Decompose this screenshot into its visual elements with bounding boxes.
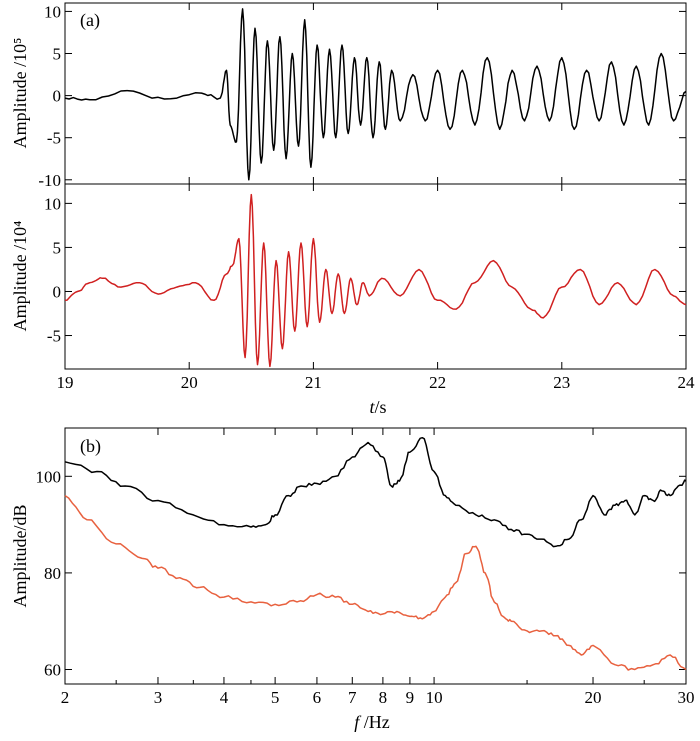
panel-b-frame (64, 427, 687, 685)
xtick-label: 20 (585, 688, 602, 707)
xtick-label: 30 (678, 688, 695, 707)
series-line-1-0 (64, 193, 687, 368)
xtick-label: 23 (553, 373, 570, 392)
ytick-label: 5 (53, 45, 62, 64)
xtick-label: 20 (181, 373, 198, 392)
series-line-0-0 (64, 8, 687, 181)
xtick-label: 10 (426, 688, 443, 707)
xtick-label: 19 (57, 373, 74, 392)
panel-a2-ylabel: Amplitude /10⁴ (10, 221, 30, 332)
series-layer (64, 8, 687, 671)
ytick-label: -10 (38, 171, 61, 190)
panel-b-ylabel: Amplitude/dB (10, 505, 30, 608)
xtick-label: 6 (313, 688, 322, 707)
xtick-label: 2 (61, 688, 70, 707)
xtick-label: 21 (305, 373, 322, 392)
ytick-label: 60 (44, 661, 61, 680)
panel-a2-frame (64, 183, 687, 370)
panel-b-xlabel: f /Hz (354, 712, 390, 732)
xtick-label: 24 (678, 373, 696, 392)
xtick-label: 7 (348, 688, 357, 707)
ytick-label: 5 (53, 238, 62, 257)
ytick-label: -5 (47, 129, 61, 148)
xtick-label: 3 (154, 688, 163, 707)
series-line-2-1 (64, 494, 687, 671)
ytick-label: -5 (47, 327, 61, 346)
panel-b-label: (b) (80, 436, 101, 457)
series-line-2-0 (64, 436, 687, 548)
xtick-label: 5 (271, 688, 280, 707)
xtick-label: 4 (220, 688, 229, 707)
ytick-label: 10 (44, 194, 61, 213)
ytick-label: 100 (36, 467, 62, 486)
xtick-label: 22 (429, 373, 446, 392)
ytick-label: 10 (44, 2, 61, 21)
xtick-label: 8 (379, 688, 388, 707)
ytick-label: 0 (53, 282, 62, 301)
xtick-label: 9 (406, 688, 415, 707)
panel-a-label: (a) (80, 10, 100, 31)
ytick-label: 80 (44, 564, 61, 583)
panel-a-ylabel: Amplitude /10⁵ (10, 38, 30, 149)
ytick-label: 0 (53, 87, 62, 106)
panel-a2-xlabel: t/s (369, 397, 386, 417)
